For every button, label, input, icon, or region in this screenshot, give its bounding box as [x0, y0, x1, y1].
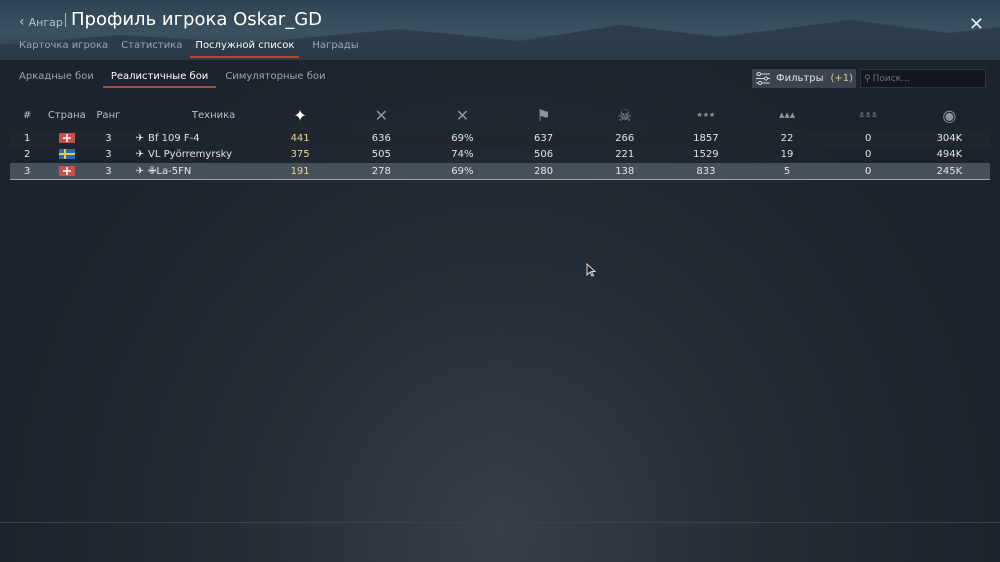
chevron-left-icon: ‹	[19, 14, 25, 30]
mountains-background	[0, 20, 1000, 60]
country-cell	[44, 163, 90, 180]
victories-icon[interactable]: ✕	[374, 105, 388, 125]
win-rate-icon[interactable]: ✕	[455, 105, 470, 125]
vehicle-cell: ✈ Bf 109 F-4	[127, 130, 260, 147]
ground-kills-cell: 22	[746, 130, 828, 147]
aircraft-icon: ✈	[135, 165, 145, 177]
tab-realistic[interactable]: Реалистичные бои	[102, 71, 217, 88]
respawns-icon[interactable]: ⚑	[536, 105, 551, 125]
back-button[interactable]: ‹ Ангар	[19, 14, 63, 30]
country-cell	[44, 147, 89, 164]
rank-cell: 3	[89, 130, 128, 147]
tab-service-record[interactable]: Послужной список	[190, 40, 300, 58]
divider	[0, 522, 1000, 523]
win-rate-cell: 69%	[421, 130, 503, 147]
air-kills-icon[interactable]: ★★★	[696, 111, 716, 119]
respawns-cell: 280	[503, 163, 585, 180]
sliders-icon	[756, 72, 770, 85]
row-number: 3	[10, 163, 45, 180]
deaths-cell: 138	[584, 163, 666, 180]
research-points-icon[interactable]: ◉	[942, 105, 957, 125]
filters-count: (+1)	[830, 73, 853, 84]
ground-kills-cell: 5	[746, 163, 828, 180]
col-number[interactable]: #	[23, 109, 32, 121]
battles-cell: 375	[290, 149, 310, 161]
row-number: 1	[10, 130, 45, 147]
win-rate-cell: 74%	[451, 149, 474, 161]
divider	[65, 13, 66, 27]
tab-statistics[interactable]: Статистика	[121, 40, 183, 51]
vehicle-table: # Страна Ранг Техника ✦ ✕ ✕ ⚑ ☠ ★★★ ▲▲▲ ⚓⚓⚓ ◉ 1 …	[10, 100, 990, 180]
row-number: 2	[24, 149, 31, 161]
vehicle-cell: ✈ VL Pyörremyrsky	[135, 149, 233, 161]
deaths-cell: 221	[615, 149, 635, 161]
col-country[interactable]: Страна	[47, 109, 86, 121]
table-row[interactable]: 2 3 ✈ VL Pyörremyrsky 375 505 74% 506 221 1529 1…	[10, 147, 990, 164]
ground-kills-cell: 19	[780, 149, 794, 161]
ground-kills-icon[interactable]: ▲▲▲	[778, 111, 796, 119]
victories-cell: 636	[340, 130, 422, 147]
tab-arcade[interactable]: Аркадные бои	[19, 71, 94, 82]
deaths-icon[interactable]: ☠	[617, 105, 632, 125]
search-icon: ⚲	[864, 73, 871, 84]
col-rank[interactable]: Ранг	[96, 109, 121, 121]
air-kills-cell: 833	[665, 163, 747, 180]
air-kills-cell: 1857	[665, 130, 747, 147]
air-kills-cell: 1529	[693, 149, 719, 161]
country-cell	[44, 130, 90, 147]
victories-cell: 278	[340, 163, 422, 180]
rank-cell: 3	[89, 163, 128, 180]
mouse-cursor	[586, 263, 596, 277]
tab-simulator[interactable]: Симуляторные бои	[225, 71, 326, 82]
research-points-cell: 245K	[908, 163, 990, 180]
naval-kills-cell: 0	[865, 149, 872, 161]
table-row[interactable]: 1 3 ✈ Bf 109 F-4 441 636 69% 637 266 1857 22 0 304…	[10, 130, 990, 147]
win-rate-cell: 69%	[421, 163, 503, 180]
battles-icon[interactable]: ✦	[293, 105, 307, 125]
search-input[interactable]: ⚲ Поиск...	[860, 69, 986, 88]
header: ‹ Ангар Профиль игрока Oskar_GD ✕ Карточк…	[0, 0, 1000, 60]
flag-germany-icon	[58, 132, 75, 143]
rank-cell: 3	[105, 149, 112, 161]
research-points-cell: 494K	[936, 149, 963, 161]
battles-cell: 191	[259, 163, 341, 180]
flag-germany-icon	[58, 165, 75, 176]
aircraft-icon: ✈	[135, 132, 145, 144]
respawns-cell: 506	[534, 149, 554, 161]
deaths-cell: 266	[584, 130, 666, 147]
vehicle-cell: ✈ ✙La-5FN	[127, 163, 260, 180]
profile-tabs: Карточка игрока Статистика Послужной спи…	[19, 40, 372, 58]
col-vehicle[interactable]: Техника	[191, 109, 236, 121]
flag-sweden-icon	[58, 149, 75, 160]
close-icon[interactable]: ✕	[968, 14, 984, 35]
naval-kills-cell: 0	[827, 130, 909, 147]
battles-cell: 441	[259, 130, 341, 147]
page-title: Профиль игрока Oskar_GD	[71, 9, 323, 30]
tab-awards[interactable]: Награды	[312, 40, 359, 51]
tab-player-card[interactable]: Карточка игрока	[19, 40, 109, 51]
victories-cell: 505	[371, 149, 391, 161]
aircraft-icon: ✈	[135, 149, 145, 161]
research-points-cell: 304K	[908, 130, 990, 147]
naval-kills-cell: 0	[827, 163, 909, 180]
filters-button[interactable]: Фильтры (+1)	[752, 69, 856, 88]
respawns-cell: 637	[503, 130, 585, 147]
mode-tabs: Аркадные бои Реалистичные бои Симуляторн…	[19, 71, 343, 88]
table-row[interactable]: 3 3 ✈ ✙La-5FN 191 278 69% 280 138 833 5 0 245K	[10, 163, 990, 180]
naval-kills-icon[interactable]: ⚓⚓⚓	[858, 111, 878, 119]
